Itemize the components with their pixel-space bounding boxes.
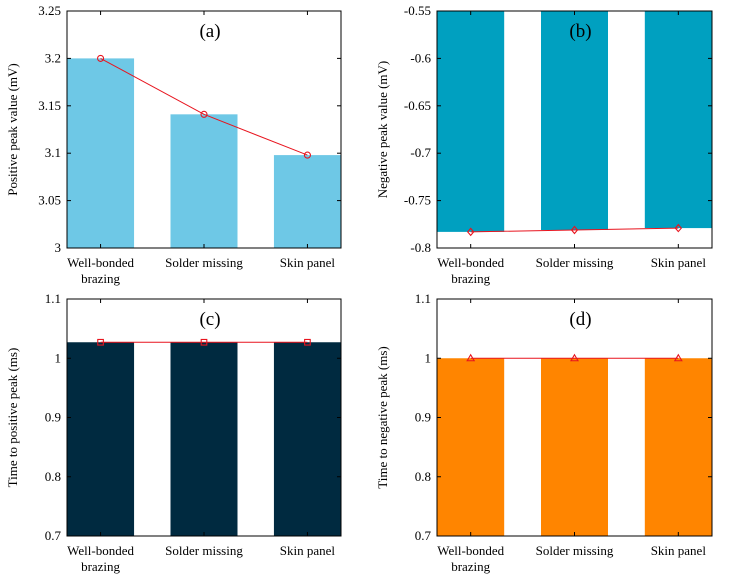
line-marker	[466, 353, 476, 362]
bar-1	[437, 358, 505, 536]
x-category-label: Solder missing	[536, 543, 614, 558]
bar-1	[67, 58, 135, 248]
x-category-label: Skin panel	[651, 543, 707, 558]
panel-label: (c)	[199, 309, 220, 330]
line-marker	[200, 110, 208, 118]
bar-2	[541, 358, 608, 536]
line-marker	[570, 225, 579, 235]
y-tick-label: 0.8	[45, 469, 61, 484]
bar-1	[437, 11, 505, 232]
chart-panel-a: 3 3.05 3.1 3.15 3.2 3.25 Well-bonded brazing Sol…	[5, 3, 342, 286]
line-marker	[466, 227, 475, 237]
y-tick-label: -0.75	[404, 193, 431, 208]
y-tick-label: 1.1	[45, 291, 61, 306]
trend-line	[470, 227, 679, 233]
x-category-label: Well-bonded brazing	[437, 543, 504, 574]
y-tick-label: 0.8	[415, 469, 431, 484]
y-tick-label: 1	[55, 350, 62, 365]
y-tick-label: 0.7	[415, 528, 432, 543]
y-tick-label: -0.55	[404, 3, 431, 18]
x-category-label: Skin panel	[651, 255, 707, 270]
y-tick-label: -0.7	[410, 145, 431, 160]
y-tick-label: 3.15	[38, 98, 61, 113]
panel-label: (d)	[569, 309, 591, 330]
line-marker	[97, 338, 104, 346]
panel-label: (b)	[569, 21, 591, 42]
line-marker	[304, 338, 311, 346]
y-tick-label: 3	[55, 240, 62, 255]
y-tick-label: -0.6	[410, 50, 431, 65]
y-tick-label: 3.2	[45, 50, 61, 65]
y-tick-label: -0.65	[404, 98, 431, 113]
bar-1	[67, 342, 135, 536]
line-marker	[673, 353, 683, 362]
trend-line	[100, 57, 308, 156]
x-category-label: Solder missing	[165, 543, 243, 558]
x-category-label: Skin panel	[280, 543, 336, 558]
y-tick-label: 1.1	[415, 291, 431, 306]
y-tick-label: 1	[425, 350, 432, 365]
line-marker	[97, 54, 105, 62]
y-axis-label: Time to positive peak (ms)	[5, 348, 20, 488]
y-tick-label: 0.9	[45, 410, 61, 425]
chart-panel-d: 0.7 0.8 0.9 1 1.1 Well-bonded brazing Solder mi…	[375, 291, 713, 574]
y-tick-label: 0.9	[415, 410, 431, 425]
x-category-label: Well-bonded brazing	[437, 255, 504, 286]
bar-2	[170, 114, 238, 248]
line-marker	[303, 151, 311, 159]
x-category-label: Solder missing	[536, 255, 614, 270]
panel-label: (a)	[199, 21, 220, 42]
bar-2	[170, 342, 238, 536]
bar-3	[644, 11, 712, 229]
bar-3	[644, 358, 712, 536]
y-tick-label: 0.7	[45, 528, 62, 543]
y-axis-label: Positive peak value (mV)	[5, 63, 20, 196]
x-category-label: Solder missing	[165, 255, 243, 270]
x-category-label: Skin panel	[280, 255, 336, 270]
line-marker	[200, 338, 208, 346]
line-marker	[674, 223, 683, 233]
bar-2	[541, 11, 608, 230]
y-axis-label: Negative peak value (mV)	[375, 61, 390, 199]
chart-panel-c: 0.7 0.8 0.9 1 1.1 Well-bonded brazing Solder mi…	[5, 291, 342, 574]
y-axis-label: Time to negative peak (ms)	[375, 346, 390, 489]
y-tick-label: 3.05	[38, 193, 61, 208]
x-category-label: Well-bonded brazing	[67, 543, 134, 574]
line-marker	[570, 353, 579, 362]
y-tick-label: 3.1	[45, 145, 61, 160]
bar-3	[273, 342, 341, 536]
chart-panel-b: -0.8 -0.75 -0.7 -0.65 -0.6 -0.55 Well-bonded br…	[375, 3, 713, 286]
x-category-label: Well-bonded brazing	[67, 255, 134, 286]
y-tick-label: -0.8	[410, 240, 431, 255]
y-tick-label: 3.25	[38, 3, 61, 18]
bar-3	[273, 155, 341, 248]
